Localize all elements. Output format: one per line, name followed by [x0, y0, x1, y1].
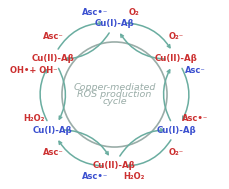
FancyArrowPatch shape — [164, 70, 170, 121]
Text: Asc⁻: Asc⁻ — [43, 148, 63, 157]
FancyArrowPatch shape — [59, 68, 65, 119]
Text: Asc⁻: Asc⁻ — [43, 32, 63, 41]
FancyArrowPatch shape — [59, 141, 103, 166]
Text: Cu(II)-Aβ: Cu(II)-Aβ — [155, 54, 198, 63]
Text: H₂O₂: H₂O₂ — [23, 114, 44, 123]
FancyArrowPatch shape — [65, 33, 109, 60]
Text: Asc•⁻: Asc•⁻ — [82, 172, 108, 181]
Text: Cu(I)-Aβ: Cu(I)-Aβ — [95, 19, 134, 28]
Text: O₂⁻: O₂⁻ — [169, 148, 184, 157]
Text: ROS production: ROS production — [77, 90, 152, 99]
FancyArrowPatch shape — [121, 34, 165, 59]
FancyArrowPatch shape — [127, 140, 171, 167]
Text: Cu(II)-Aβ: Cu(II)-Aβ — [93, 161, 136, 170]
FancyArrowPatch shape — [120, 129, 164, 156]
Text: Cu(I)-Aβ: Cu(I)-Aβ — [33, 126, 73, 135]
Text: Cu(II)-Aβ: Cu(II)-Aβ — [31, 54, 74, 63]
Text: OH•+ OH⁻: OH•+ OH⁻ — [10, 66, 57, 75]
Text: O₂: O₂ — [128, 8, 139, 17]
Text: Cu(I)-Aβ: Cu(I)-Aβ — [156, 126, 196, 135]
FancyArrowPatch shape — [58, 22, 102, 49]
FancyArrowPatch shape — [64, 130, 108, 155]
Text: Copper-mediated: Copper-mediated — [73, 83, 156, 92]
Text: Asc•⁻: Asc•⁻ — [182, 114, 208, 123]
FancyArrowPatch shape — [126, 23, 170, 48]
Text: Asc•⁻: Asc•⁻ — [82, 8, 108, 17]
Text: H₂O₂: H₂O₂ — [123, 172, 144, 181]
FancyArrowPatch shape — [182, 68, 189, 119]
Text: O₂⁻: O₂⁻ — [169, 32, 184, 41]
FancyArrowPatch shape — [40, 70, 47, 121]
Text: cycle: cycle — [102, 97, 127, 106]
Text: Asc⁻: Asc⁻ — [185, 66, 206, 75]
